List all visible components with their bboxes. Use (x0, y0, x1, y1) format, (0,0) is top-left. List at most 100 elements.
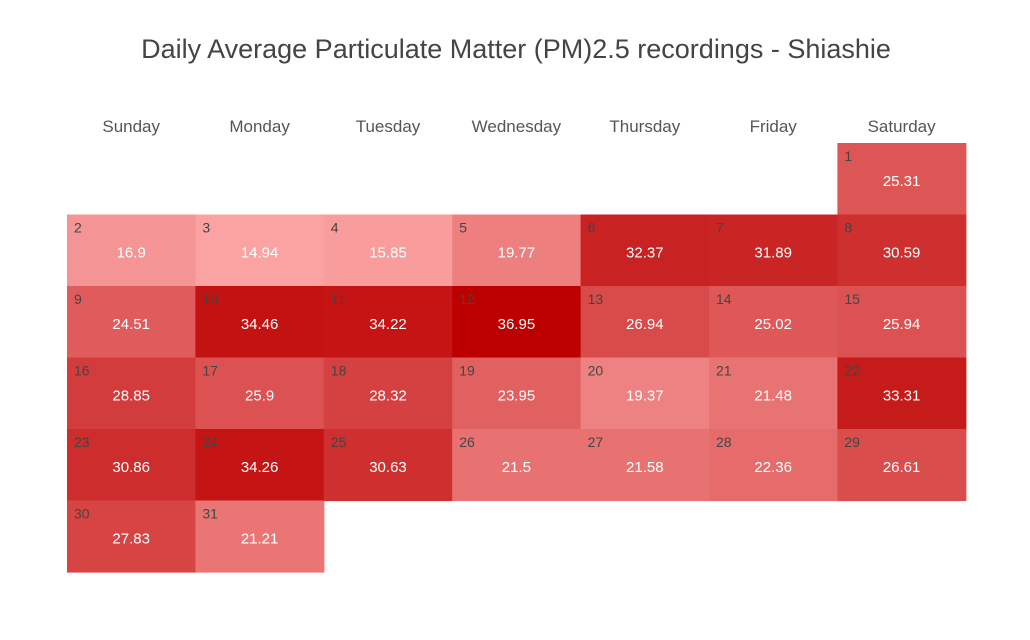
day-cell-24: 24 34.26 (195, 429, 325, 502)
day-number: 16 (74, 363, 90, 379)
day-value-label: 32.37 (626, 245, 664, 262)
day-cell-rect (67, 429, 196, 502)
day-cell-rect (837, 357, 967, 430)
day-cell-rect (709, 286, 838, 359)
day-value-label: 31.89 (754, 245, 792, 262)
day-cell-18: 18 28.32 (323, 357, 453, 430)
day-cell-rect (452, 429, 582, 502)
day-number: 1 (844, 148, 852, 164)
day-cell-26: 26 21.5 (452, 429, 582, 502)
day-number: 15 (844, 291, 860, 307)
day-cell-rect (323, 357, 453, 430)
calendar-cells: 125.31216.9314.94415.85519.77632.37731.8… (67, 143, 967, 573)
day-cell-10: 10 34.46 (195, 286, 325, 359)
day-number: 7 (716, 220, 724, 236)
day-cell-rect (709, 214, 838, 287)
weekday-label-sunday: Sunday (102, 117, 160, 136)
day-value-label: 33.31 (883, 388, 921, 405)
day-cell-25: 25 30.63 (323, 429, 453, 502)
day-cell-rect (709, 429, 838, 502)
day-cell-5: 519.77 (452, 214, 582, 287)
day-cell-1: 125.31 (837, 143, 967, 216)
day-cell-16: 16 28.85 (67, 357, 196, 430)
day-value-label: 21.48 (754, 388, 792, 405)
day-number: 24 (202, 434, 218, 450)
day-cell-6: 632.37 (580, 214, 710, 287)
day-number: 3 (202, 220, 210, 236)
day-number: 9 (74, 291, 82, 307)
day-cell-rect (580, 286, 710, 359)
day-number: 23 (74, 434, 90, 450)
day-cell-rect (452, 214, 582, 287)
weekday-label-monday: Monday (229, 117, 290, 136)
day-cell-29: 29 26.61 (837, 429, 967, 502)
day-value-label: 36.95 (498, 316, 536, 333)
day-number: 25 (331, 434, 347, 450)
day-value-label: 19.77 (498, 245, 536, 262)
day-cell-rect (837, 286, 967, 359)
day-value-label: 30.63 (369, 459, 407, 476)
day-cell-rect (580, 214, 710, 287)
day-number: 2 (74, 220, 82, 236)
day-number: 13 (588, 291, 604, 307)
day-value-label: 34.26 (241, 459, 279, 476)
day-value-label: 23.95 (498, 388, 536, 405)
day-cell-rect (837, 214, 967, 287)
day-cell-20: 20 19.37 (580, 357, 710, 430)
day-number: 17 (202, 363, 218, 379)
day-cell-13: 13 26.94 (580, 286, 710, 359)
day-cell-rect (67, 286, 196, 359)
day-number: 10 (202, 291, 218, 307)
day-value-label: 14.94 (241, 245, 279, 262)
day-cell-rect (452, 286, 582, 359)
day-cell-27: 27 21.58 (580, 429, 710, 502)
day-number: 26 (459, 434, 475, 450)
day-number: 14 (716, 291, 732, 307)
day-cell-14: 14 25.02 (709, 286, 838, 359)
day-cell-rect (67, 500, 196, 573)
day-value-label: 15.85 (369, 245, 407, 262)
day-cell-4: 415.85 (323, 214, 453, 287)
day-cell-rect (195, 500, 325, 573)
day-value-label: 34.46 (241, 316, 279, 333)
day-cell-rect (195, 214, 325, 287)
day-cell-21: 21 21.48 (709, 357, 838, 430)
day-number: 6 (588, 220, 596, 236)
day-value-label: 25.9 (245, 388, 274, 405)
day-cell-15: 15 25.94 (837, 286, 967, 359)
day-cell-30: 30 27.83 (67, 500, 196, 573)
day-value-label: 30.86 (112, 459, 150, 476)
day-cell-rect (709, 357, 838, 430)
day-cell-3: 314.94 (195, 214, 325, 287)
day-number: 4 (331, 220, 339, 236)
day-cell-rect (195, 357, 325, 430)
day-cell-rect (580, 357, 710, 430)
day-cell-31: 31 21.21 (195, 500, 325, 573)
day-number: 18 (331, 363, 347, 379)
weekday-label-saturday: Saturday (868, 117, 937, 136)
day-number: 12 (459, 291, 475, 307)
day-value-label: 21.21 (241, 531, 279, 548)
day-number: 22 (844, 363, 860, 379)
day-number: 21 (716, 363, 732, 379)
day-number: 19 (459, 363, 475, 379)
day-value-label: 22.36 (754, 459, 792, 476)
day-cell-rect (837, 429, 967, 502)
day-value-label: 26.61 (883, 459, 921, 476)
day-value-label: 21.58 (626, 459, 664, 476)
day-cell-rect (195, 286, 325, 359)
day-cell-rect (580, 429, 710, 502)
day-value-label: 26.94 (626, 316, 664, 333)
day-cell-rect (452, 357, 582, 430)
day-value-label: 21.5 (502, 459, 531, 476)
day-value-label: 34.22 (369, 316, 407, 333)
day-number: 29 (844, 434, 860, 450)
day-cell-rect (67, 357, 196, 430)
day-value-label: 25.94 (883, 316, 921, 333)
day-cell-8: 830.59 (837, 214, 967, 287)
day-value-label: 19.37 (626, 388, 664, 405)
day-number: 8 (844, 220, 852, 236)
day-cell-19: 19 23.95 (452, 357, 582, 430)
weekday-label-friday: Friday (750, 117, 798, 136)
